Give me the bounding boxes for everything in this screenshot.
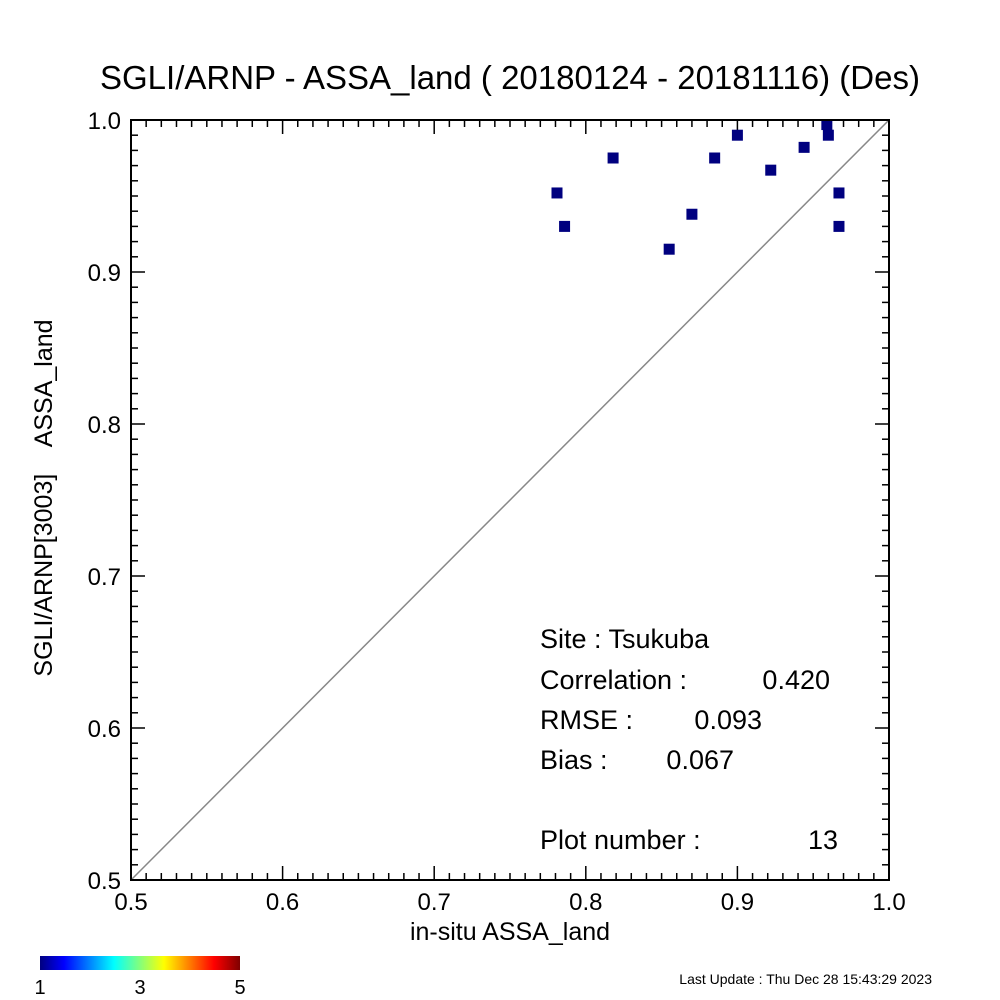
- chart-title: SGLI/ARNP - ASSA_land ( 20180124 - 20181…: [100, 59, 920, 96]
- last-update-text: Last Update : Thu Dec 28 15:43:29 2023: [679, 971, 932, 987]
- x-tick-label: 0.5: [114, 889, 147, 916]
- data-points: [551, 119, 845, 255]
- y-tick-label: 0.8: [88, 412, 121, 439]
- data-point: [833, 220, 845, 232]
- rmse-value: 0.093: [694, 705, 762, 735]
- data-point: [731, 129, 743, 141]
- data-point: [607, 152, 619, 164]
- data-point: [686, 208, 698, 220]
- plot-number-label: Plot number :: [540, 825, 701, 855]
- y-axis-label: SGLI/ARNP[3003] ASSA_land: [30, 319, 58, 676]
- x-tick-label: 0.9: [721, 889, 754, 916]
- data-point: [709, 152, 721, 164]
- y-tick-label: 1.0: [88, 108, 121, 135]
- plot-frame: [130, 119, 890, 881]
- x-tick-label: 0.8: [569, 889, 602, 916]
- bias-value: 0.067: [666, 745, 734, 775]
- data-point: [833, 187, 845, 199]
- data-point: [551, 187, 563, 199]
- x-tick-label: 0.7: [418, 889, 451, 916]
- colorbar-label-mid: 3: [134, 977, 145, 999]
- tick-marks: [130, 119, 890, 881]
- y-tick-label: 0.7: [88, 564, 121, 591]
- y-tick-labels: 0.5 0.6 0.7 0.8 0.9 1.0: [88, 108, 121, 895]
- data-point: [663, 243, 675, 255]
- colorbar: 1 3 5: [34, 956, 246, 999]
- x-tick-labels: 0.5 0.6 0.7 0.8 0.9 1.0: [114, 889, 905, 916]
- x-tick-label: 0.6: [266, 889, 299, 916]
- bias-label: Bias :: [540, 745, 608, 775]
- data-point: [821, 119, 833, 131]
- data-point: [798, 141, 810, 153]
- y-tick-label: 0.9: [88, 260, 121, 287]
- plot-number-value: 13: [808, 825, 838, 855]
- data-point: [822, 129, 834, 141]
- x-tick-label: 1.0: [872, 889, 905, 916]
- colorbar-label-max: 5: [234, 977, 245, 999]
- data-point: [559, 220, 571, 232]
- colorbar-gradient: [40, 956, 240, 970]
- correlation-label: Correlation :: [540, 665, 687, 695]
- data-point: [765, 164, 777, 176]
- y-tick-label: 0.5: [88, 868, 121, 895]
- one-to-one-line: [130, 119, 890, 881]
- rmse-label: RMSE :: [540, 705, 633, 735]
- stats-annotation: Site : Tsukuba Correlation : 0.420 RMSE …: [540, 624, 838, 855]
- colorbar-label-min: 1: [34, 977, 45, 999]
- y-tick-label: 0.6: [88, 716, 121, 743]
- x-axis-label: in-situ ASSA_land: [410, 918, 610, 946]
- site-label: Site : Tsukuba: [540, 624, 710, 654]
- correlation-value: 0.420: [762, 665, 830, 695]
